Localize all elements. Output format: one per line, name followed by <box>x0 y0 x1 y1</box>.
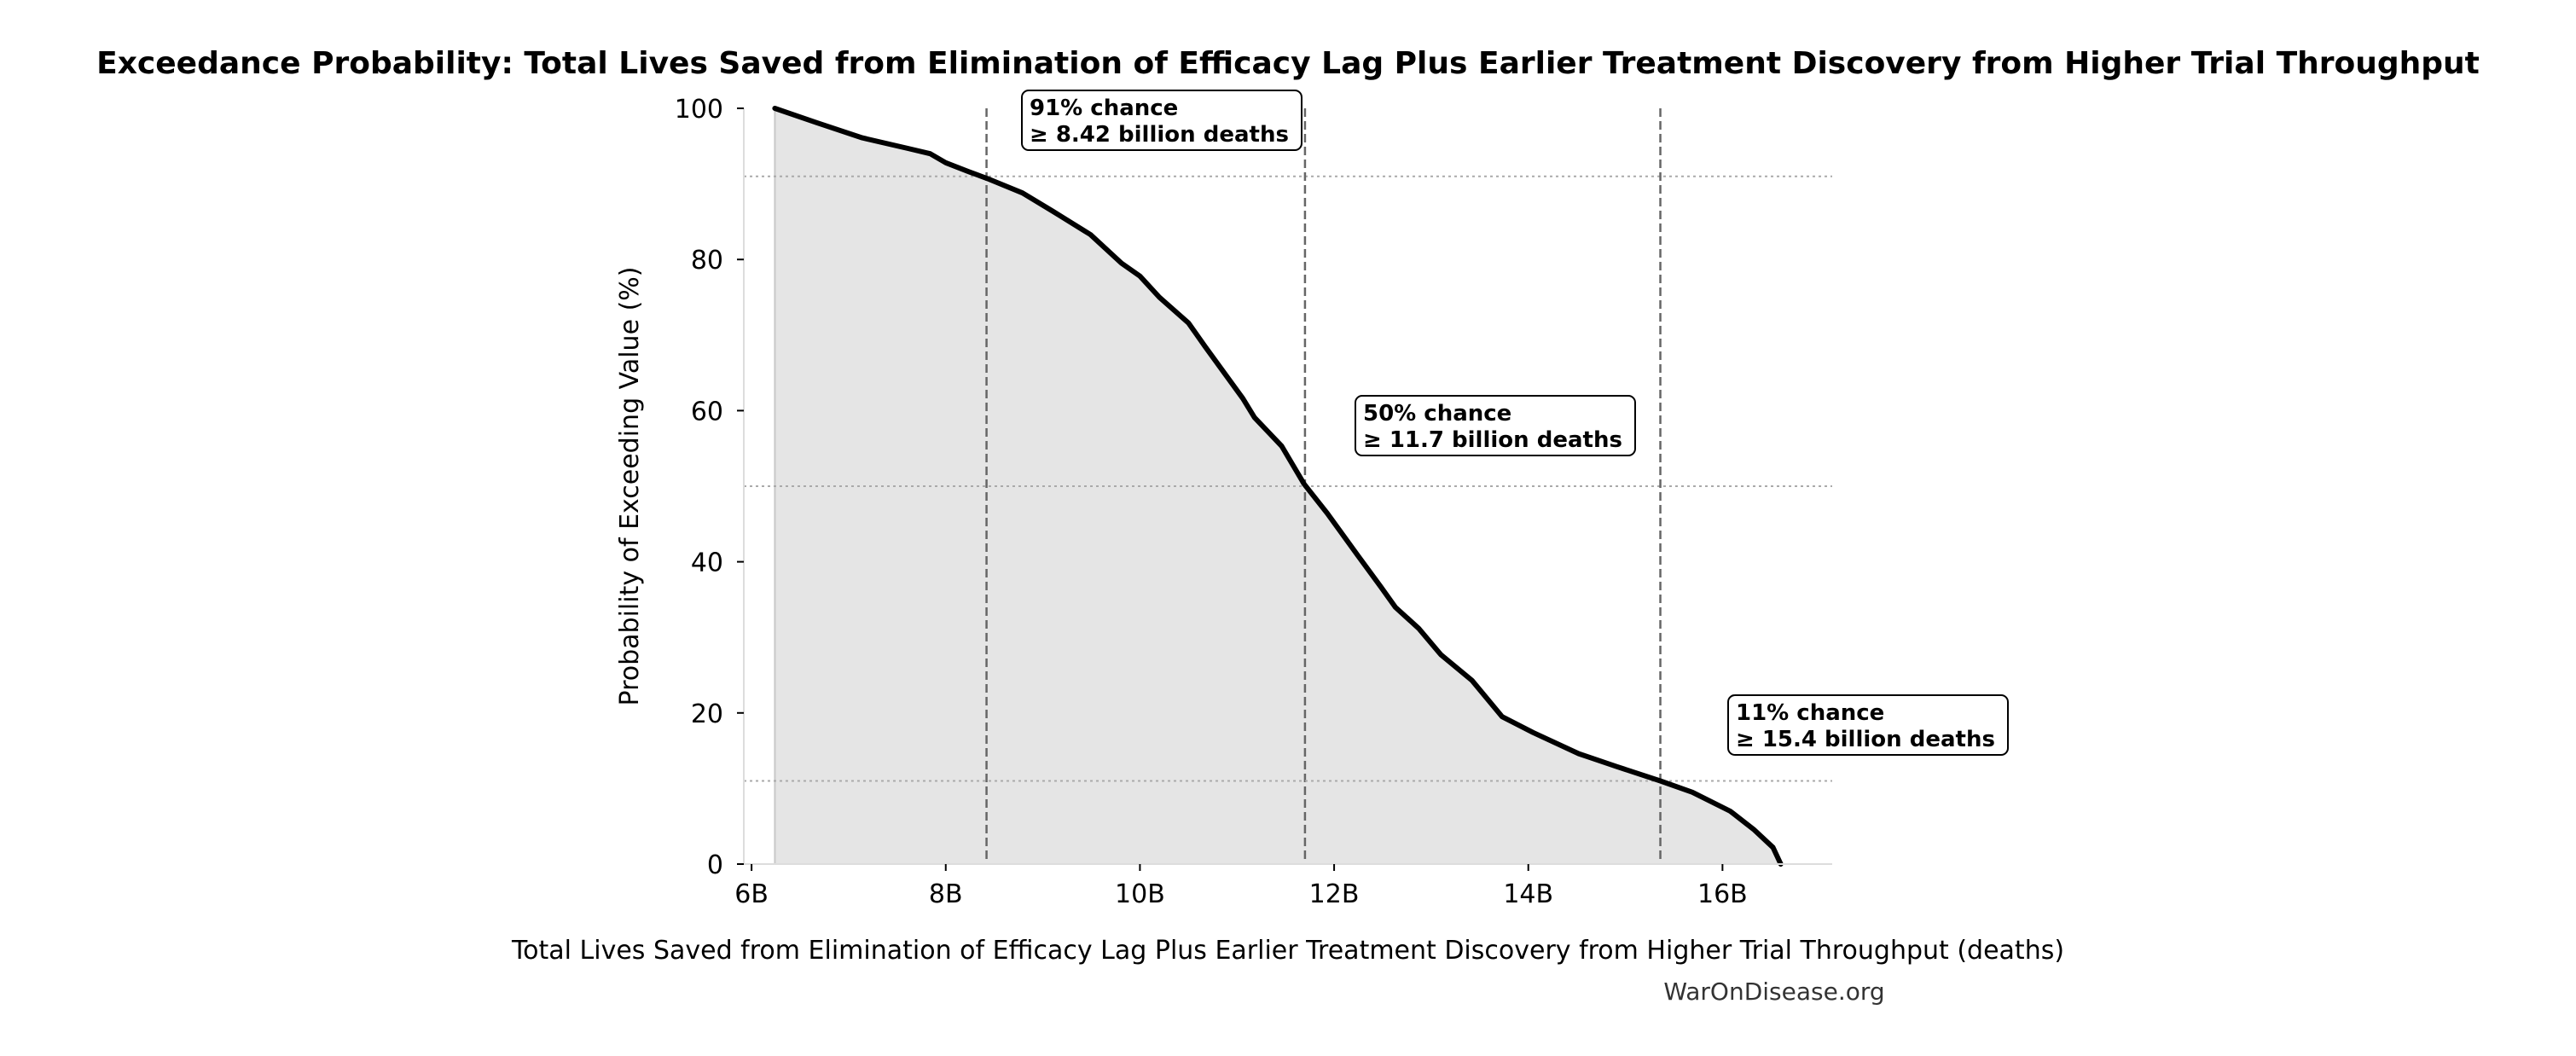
x-tick-label: 16B <box>1697 879 1748 909</box>
annotation-box: 11% chance≥ 15.4 billion deaths <box>1727 694 2009 756</box>
annotation-line2: ≥ 15.4 billion deaths <box>1736 727 1995 752</box>
y-tick-label: 100 <box>675 95 723 125</box>
chart-title: Exceedance Probability: Total Lives Save… <box>96 46 2480 81</box>
y-tick-label: 0 <box>707 850 723 880</box>
y-tick-label: 60 <box>691 397 723 426</box>
y-axis-label: Probability of Exceeding Value (%) <box>615 267 645 706</box>
annotation-line1: 50% chance <box>1363 401 1511 426</box>
watermark: WarOnDisease.org <box>1663 978 1884 1006</box>
annotation-line2: ≥ 11.7 billion deaths <box>1363 427 1622 453</box>
annotation-line1: 91% chance <box>1030 96 1178 121</box>
annotation-frame <box>1021 90 1303 151</box>
x-tick-label: 8B <box>929 879 963 909</box>
exceedance-curve <box>772 106 1784 867</box>
x-tick-label: 14B <box>1503 879 1553 909</box>
annotation-box: 50% chance≥ 11.7 billion deaths <box>1355 395 1636 456</box>
x-axis-label: Total Lives Saved from Elimination of Ef… <box>511 936 2064 966</box>
y-tick-label: 20 <box>691 699 723 729</box>
x-tick-label: 12B <box>1309 879 1360 909</box>
y-tick-label: 80 <box>691 246 723 276</box>
annotation-frame <box>1727 694 2009 756</box>
annotation-line2: ≥ 8.42 billion deaths <box>1030 122 1289 148</box>
area-fill <box>775 108 1781 864</box>
annotation-frame <box>1355 395 1636 456</box>
y-tick-label: 40 <box>691 548 723 578</box>
annotation-box: 91% chance≥ 8.42 billion deaths <box>1021 90 1303 151</box>
x-tick-label: 10B <box>1115 879 1165 909</box>
annotation-line1: 11% chance <box>1736 700 1884 726</box>
x-tick-label: 6B <box>734 879 769 909</box>
